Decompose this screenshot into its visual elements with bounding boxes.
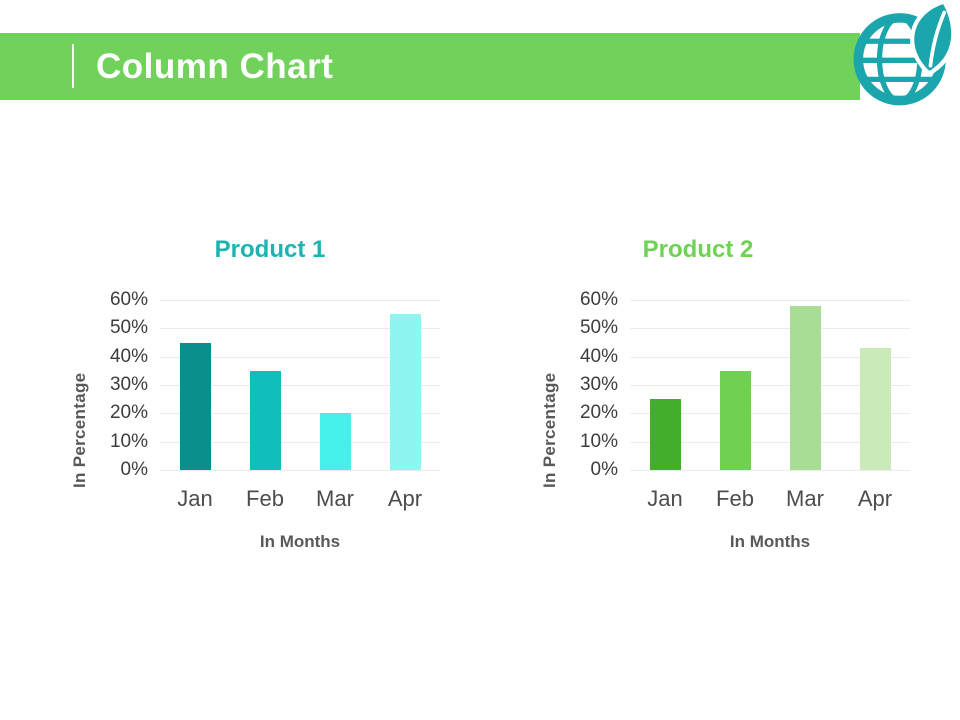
bar-slot — [700, 300, 770, 470]
bar-apr — [859, 348, 891, 470]
x-axis-labels: Jan Feb Mar Apr — [160, 486, 440, 512]
bar-mar — [789, 305, 821, 470]
bars — [630, 300, 910, 470]
x-tick-label: Mar — [316, 486, 354, 511]
gridline — [630, 328, 910, 330]
chart-title: Product 2 — [642, 236, 754, 263]
page-title: Column Chart — [96, 46, 334, 86]
bar-slot — [230, 300, 300, 470]
gridline — [160, 470, 440, 471]
y-tick-label: 30% — [579, 374, 618, 395]
y-tick-label: 10% — [109, 430, 148, 452]
bar-slot — [160, 300, 230, 470]
y-tick-label: 30% — [109, 374, 148, 395]
gridline — [160, 413, 440, 415]
y-tick-label: 40% — [579, 345, 618, 367]
bar-slot — [300, 300, 370, 470]
x-tick-label: Jan — [647, 486, 683, 511]
gridline — [630, 470, 910, 471]
gridline — [160, 300, 440, 301]
bar-slot — [630, 300, 700, 470]
bar-feb — [719, 370, 751, 470]
bar-apr — [389, 314, 421, 470]
x-tick-label: Feb — [246, 486, 284, 511]
leaf-icon — [910, 2, 956, 75]
plot-area — [160, 300, 440, 471]
bar-slot — [770, 300, 840, 470]
x-axis-title: In Months — [259, 532, 341, 551]
chart-product-2: Product 2 In Percentage 60% 50% 40% 30% 20% 1… — [530, 228, 960, 568]
y-tick-label: 40% — [109, 345, 148, 367]
y-tick-label: 60% — [109, 289, 148, 310]
bar-feb — [249, 370, 281, 470]
chart-title: Product 1 — [214, 236, 326, 263]
y-tick-label: 50% — [579, 317, 618, 339]
plot-area — [630, 300, 910, 471]
header-accent-line — [72, 44, 74, 88]
x-axis-title: In Months — [729, 532, 811, 551]
gridline — [630, 385, 910, 386]
y-tick-label: 60% — [579, 289, 618, 310]
bar-mar — [319, 413, 351, 470]
x-axis-labels: Jan Feb Mar Apr — [630, 486, 910, 512]
y-tick-label: 50% — [109, 317, 148, 339]
y-tick-label: 0% — [590, 459, 618, 480]
y-axis-ticks: 60% 50% 40% 30% 20% 10% 0% — [530, 289, 618, 480]
bar-slot — [840, 300, 910, 470]
chart-product-1: Product 1 In Percentage 60% 50% 40% 30% 20% 1… — [60, 228, 490, 568]
y-tick-label: 20% — [109, 402, 148, 424]
bar-slot — [370, 300, 440, 470]
gridline — [630, 441, 910, 443]
y-tick-label: 0% — [120, 459, 148, 480]
x-tick-label: Feb — [716, 486, 754, 511]
y-tick-label: 10% — [579, 430, 618, 452]
x-tick-label: Jan — [177, 486, 213, 511]
gridline — [160, 356, 440, 358]
bars — [160, 300, 440, 470]
bar-jan — [179, 342, 211, 470]
gridline — [160, 441, 440, 443]
x-tick-label: Mar — [786, 486, 824, 511]
globe-leaf-icon — [853, 2, 956, 106]
gridline — [630, 356, 910, 358]
y-tick-label: 20% — [579, 402, 618, 424]
y-axis-ticks: 60% 50% 40% 30% 20% 10% 0% — [60, 289, 148, 480]
x-tick-label: Apr — [387, 486, 423, 511]
gridline — [160, 385, 440, 386]
gridline — [630, 413, 910, 415]
gridline — [630, 300, 910, 301]
gridline — [160, 328, 440, 330]
x-tick-label: Apr — [857, 486, 893, 511]
bar-jan — [649, 399, 681, 470]
header-banner: Column Chart — [0, 33, 860, 100]
